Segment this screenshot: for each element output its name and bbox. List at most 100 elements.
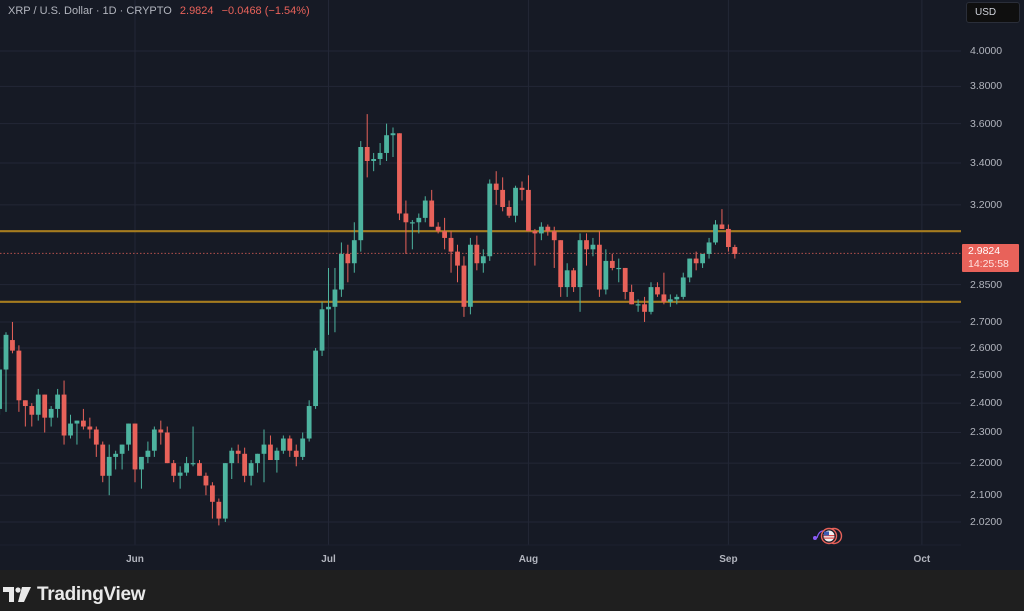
candle xyxy=(61,380,67,445)
candle xyxy=(564,263,570,297)
candle xyxy=(674,294,680,305)
candle xyxy=(300,432,306,461)
candle xyxy=(358,141,364,252)
candle xyxy=(448,231,454,273)
header-last-price: 2.9824 xyxy=(179,5,214,17)
candle xyxy=(409,220,415,250)
candle xyxy=(74,420,80,445)
time-tick-label: Jul xyxy=(321,554,336,565)
candle xyxy=(493,171,499,205)
candle xyxy=(119,444,125,470)
price-tick-label: 2.2000 xyxy=(970,457,1003,470)
price-tick-label: 3.4000 xyxy=(970,157,1003,170)
price-tick-label: 2.7000 xyxy=(970,315,1003,328)
candle xyxy=(655,282,660,297)
candle xyxy=(87,417,93,439)
bar-countdown: 14:25:58 xyxy=(968,258,1009,270)
candle xyxy=(229,447,235,479)
candle xyxy=(287,435,293,457)
candle xyxy=(326,267,331,335)
candle xyxy=(22,400,28,427)
candle xyxy=(171,460,177,483)
candle xyxy=(203,472,209,496)
last-price-value: 2.9824 xyxy=(968,245,1001,257)
candle xyxy=(177,466,183,489)
currency-button[interactable]: USD xyxy=(966,2,1020,23)
candle xyxy=(248,460,254,486)
candle xyxy=(68,414,73,439)
candle xyxy=(235,444,241,464)
candle xyxy=(700,253,705,268)
candle xyxy=(10,321,15,354)
price-tick-label: 2.0200 xyxy=(970,515,1003,528)
candle xyxy=(242,447,248,483)
candle xyxy=(81,408,86,430)
candle xyxy=(642,296,647,322)
tradingview-logo-icon xyxy=(3,587,31,602)
price-tick-label: 3.2000 xyxy=(970,198,1003,211)
candle xyxy=(377,143,383,166)
tradingview-logo[interactable]: TradingView xyxy=(3,584,146,606)
candle xyxy=(184,456,189,476)
candle xyxy=(106,444,112,496)
candle xyxy=(55,388,60,418)
candle xyxy=(364,114,370,178)
candle xyxy=(506,200,512,218)
time-tick-label: Jun xyxy=(126,554,144,565)
candle xyxy=(280,435,286,454)
candle xyxy=(545,224,551,236)
price-tick-label: 2.4000 xyxy=(970,397,1003,410)
candle xyxy=(661,272,667,305)
candle xyxy=(261,429,267,483)
price-tick-label: 2.1000 xyxy=(970,489,1003,502)
candle xyxy=(345,244,351,283)
candle xyxy=(274,447,280,473)
candle xyxy=(732,244,738,259)
candle xyxy=(332,267,338,333)
candle xyxy=(3,332,9,412)
candle xyxy=(597,231,602,297)
candle xyxy=(306,400,312,442)
candlestick-chart[interactable] xyxy=(0,0,1024,570)
time-tick-label: Oct xyxy=(913,554,931,565)
candle xyxy=(422,196,428,223)
candle xyxy=(538,222,544,241)
chart-area[interactable] xyxy=(0,0,1024,570)
candle xyxy=(667,294,673,307)
candle xyxy=(35,388,41,421)
candle xyxy=(0,358,2,415)
candle xyxy=(126,423,131,451)
last-price-label: 2.9824 14:25:58 xyxy=(962,244,1019,272)
candle xyxy=(384,123,389,162)
candle xyxy=(616,258,622,283)
economic-event-flag-icon[interactable] xyxy=(811,527,847,545)
header-price-change: −0.0468 (−1.54%) xyxy=(221,5,310,17)
candle xyxy=(455,244,460,283)
candle xyxy=(584,233,589,266)
candle xyxy=(609,253,615,271)
candle xyxy=(313,347,318,409)
candle xyxy=(222,463,228,522)
candle xyxy=(403,200,409,254)
candle xyxy=(468,237,473,315)
candle xyxy=(635,299,641,312)
candle xyxy=(164,426,170,464)
candle xyxy=(151,426,157,457)
candle xyxy=(429,189,435,227)
candle xyxy=(197,460,202,476)
candle xyxy=(139,456,144,489)
tradingview-brand: TradingView xyxy=(37,584,146,605)
candle xyxy=(145,441,151,464)
candle xyxy=(210,482,215,519)
candle xyxy=(190,426,196,467)
candle xyxy=(113,450,119,470)
candle xyxy=(571,267,576,292)
candle xyxy=(622,267,628,300)
candle xyxy=(216,498,222,526)
candle xyxy=(648,282,654,315)
candle xyxy=(397,133,402,221)
price-tick-label: 3.6000 xyxy=(970,117,1003,130)
candle xyxy=(719,209,725,229)
candle xyxy=(487,179,493,261)
candle xyxy=(474,235,480,271)
